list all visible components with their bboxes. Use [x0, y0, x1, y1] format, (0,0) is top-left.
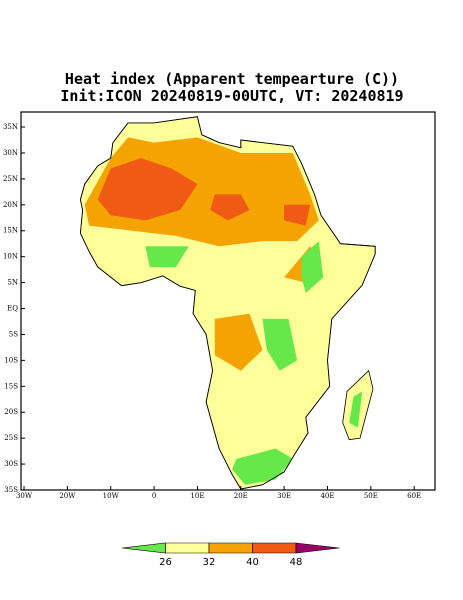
y-tick-label: 30N [3, 149, 18, 157]
subtitle: Init:ICON 20240819-00UTC, VT: 20240819 [60, 87, 403, 105]
y-tick-label: 10N [3, 253, 18, 261]
colorbar-swatch [165, 542, 210, 554]
y-tick-label: 35S [4, 486, 18, 494]
value-region [284, 204, 311, 226]
y-tick-label: 10S [4, 356, 18, 364]
colorbar-swatch [208, 542, 253, 554]
y-tick-label: 20S [4, 408, 18, 416]
value-region [301, 241, 324, 293]
colorbar: 26 32 40 48 [121, 542, 340, 568]
colorbar-label: 26 [159, 557, 172, 568]
y-tick-label: 5S [9, 330, 18, 338]
value-region [262, 318, 298, 371]
y-tick-label: 20N [3, 201, 18, 209]
value-region [349, 391, 363, 428]
y-tick-label: 25N [3, 175, 18, 183]
x-tick-label: 20W [59, 492, 76, 500]
x-tick-label: 60E [407, 492, 421, 500]
x-tick-label: 10E [190, 492, 204, 500]
x-tick-label: 0 [152, 492, 156, 500]
y-tick-label: EQ [7, 305, 18, 313]
x-tick-label: 40E [320, 492, 334, 500]
colorbar-swatch [252, 542, 297, 554]
colorbar-swatch [295, 542, 340, 554]
value-region [214, 313, 263, 371]
y-tick-label: 15S [4, 382, 18, 390]
x-tick-label: 30E [277, 492, 291, 500]
map-frame [20, 111, 436, 491]
y-tick-label: 25S [4, 434, 18, 442]
y-tick-label: 5N [7, 279, 18, 287]
value-region [210, 194, 250, 221]
colorbar-label: 48 [290, 557, 303, 568]
title: Heat index (Apparent tempearture (C)) [65, 70, 399, 88]
colorbar-label: 40 [246, 557, 259, 568]
africa-outline [79, 116, 376, 490]
map-area: 30W 20W 10W 0 10E 20E 30E 40E 50E 60E 35N 30N 25N 20N… [3, 116, 421, 500]
y-tick-label: 30S [4, 460, 18, 468]
x-tick-label: 20E [234, 492, 248, 500]
value-region [145, 246, 189, 267]
colorbar-label: 32 [203, 557, 216, 568]
value-region [97, 158, 198, 221]
x-tick-label: 50E [364, 492, 378, 500]
x-tick-label: 10W [103, 492, 120, 500]
x-tick-label: 30W [16, 492, 33, 500]
y-tick-label: 35N [3, 123, 18, 131]
y-tick-label: 15N [3, 227, 18, 235]
